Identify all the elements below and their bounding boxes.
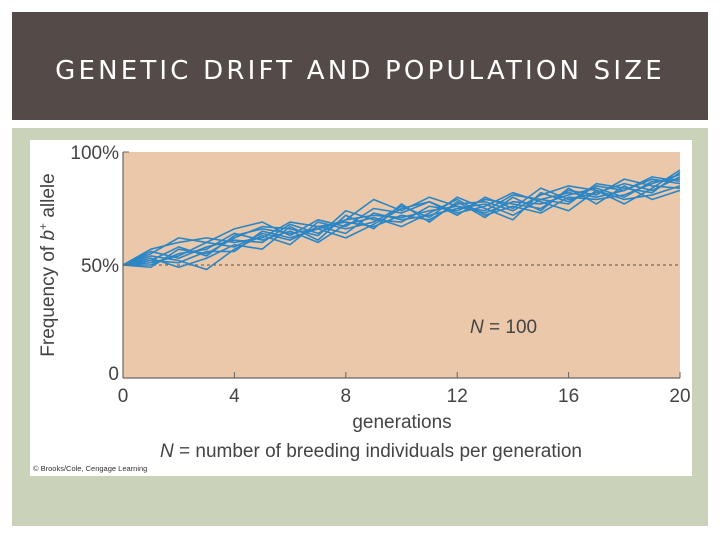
footnote: N = number of breeding individuals per g… xyxy=(160,441,582,462)
x-tick-label: 20 xyxy=(669,386,690,407)
x-tick-label: 16 xyxy=(558,386,579,407)
x-tick-label: 12 xyxy=(447,386,468,407)
slide-title: GENETIC DRIFT AND POPULATION SIZE xyxy=(55,56,665,86)
x-axis-label: generations xyxy=(352,412,451,433)
annotation-n: N = 100 xyxy=(470,317,537,338)
y-axis-label: Frequency of b+ allele xyxy=(36,173,59,356)
chart: 0 4 8 12 16 20 0 50% 100% Frequency of b+ allel… xyxy=(33,143,691,473)
series-line-8 xyxy=(123,173,681,266)
y-tick-label: 0 xyxy=(108,364,119,385)
title-bar: GENETIC DRIFT AND POPULATION SIZE xyxy=(12,12,708,120)
x-tick-label: 8 xyxy=(341,386,352,407)
y-tick-label: 100% xyxy=(70,143,119,164)
y-tick-label: 50% xyxy=(81,256,119,277)
series-line-6 xyxy=(122,178,681,269)
series-line-7 xyxy=(122,176,681,271)
series-line-9 xyxy=(122,169,681,266)
series-group xyxy=(122,169,681,271)
x-ticks: 0 4 8 12 16 20 xyxy=(118,372,691,407)
figure-panel: 0 4 8 12 16 20 0 50% 100% Frequency of b+ allel… xyxy=(30,140,692,476)
x-tick-label: 4 xyxy=(229,386,240,407)
x-tick-label: 0 xyxy=(118,386,129,407)
credit-text: © Brooks/Cole, Cengage Learning xyxy=(33,464,147,473)
y-ticks: 0 50% 100% xyxy=(70,143,129,385)
series-line-10 xyxy=(122,185,681,266)
